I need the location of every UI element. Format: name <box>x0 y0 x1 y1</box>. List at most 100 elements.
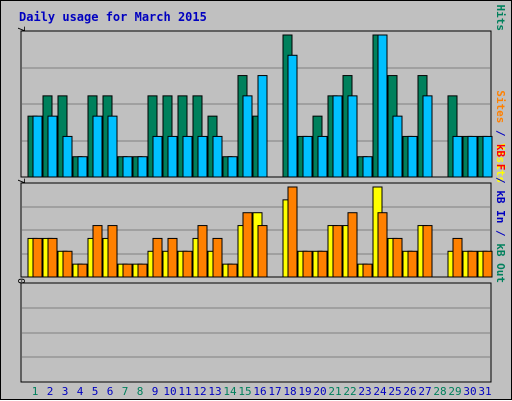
bar-sites-day-13 <box>212 237 223 278</box>
legend-kbytes: kB F / kB In / kB Out <box>494 144 507 283</box>
x-tick-label-day-8: 8 <box>137 385 144 398</box>
bar-files-day-5 <box>92 115 103 178</box>
x-tick-label-day-9: 9 <box>152 385 159 398</box>
bar-files-day-7 <box>122 156 133 178</box>
legend-visits-sites: Sites / Visits <box>494 90 507 183</box>
bar-sites-day-11 <box>182 250 193 278</box>
bar-files-day-19 <box>302 135 313 178</box>
bar-sites-day-8 <box>137 263 148 278</box>
bar-sites-day-14 <box>227 263 238 278</box>
bar-files-day-1 <box>32 115 43 178</box>
x-tick-label-day-6: 6 <box>107 385 114 398</box>
legend-entry: Hits <box>494 5 507 32</box>
bar-sites-day-23 <box>362 263 373 278</box>
legend-entry: kB Out <box>494 243 507 283</box>
bar-files-day-27 <box>422 95 433 178</box>
bar-sites-day-22 <box>347 212 358 278</box>
bar-files-day-15 <box>242 95 253 178</box>
bar-files-day-22 <box>347 95 358 178</box>
x-tick-label-day-27: 27 <box>418 385 431 398</box>
bar-files-day-25 <box>392 115 403 178</box>
bar-sites-day-12 <box>197 225 208 278</box>
bar-sites-day-31 <box>482 250 493 278</box>
bar-files-day-4 <box>77 156 88 178</box>
bar-files-day-3 <box>62 135 73 178</box>
x-tick-label-day-30: 30 <box>463 385 476 398</box>
legend-entry: / <box>494 1 507 5</box>
legend-entry: kB F <box>494 144 507 171</box>
bar-sites-day-3 <box>62 250 73 278</box>
x-tick-label-day-23: 23 <box>358 385 371 398</box>
x-tick-label-day-3: 3 <box>62 385 69 398</box>
x-tick-label-day-18: 18 <box>283 385 296 398</box>
legend-hits-files-pages: Pages / Files / Hits <box>494 1 507 31</box>
bar-sites-day-15 <box>242 212 253 278</box>
bar-sites-day-29 <box>452 237 463 278</box>
x-tick-label-day-4: 4 <box>77 385 84 398</box>
bar-sites-day-26 <box>407 250 418 278</box>
legend-entry: / <box>494 223 507 243</box>
x-tick-label-day-29: 29 <box>448 385 461 398</box>
x-tick-label-day-19: 19 <box>298 385 311 398</box>
bar-files-day-2 <box>47 115 58 178</box>
x-tick-label-day-14: 14 <box>223 385 237 398</box>
x-tick-label-day-22: 22 <box>343 385 356 398</box>
x-tick-label-day-16: 16 <box>253 385 266 398</box>
bar-sites-day-4 <box>77 263 88 278</box>
bar-sites-day-5 <box>92 225 103 278</box>
x-tick-label-day-28: 28 <box>433 385 446 398</box>
x-tick-label-day-20: 20 <box>313 385 326 398</box>
bar-sites-day-27 <box>422 225 433 278</box>
legend-entry: / <box>494 123 507 143</box>
x-tick-label-day-1: 1 <box>32 385 39 398</box>
y-max-label: 7 <box>15 26 26 32</box>
bar-sites-day-25 <box>392 237 403 278</box>
bar-sites-day-30 <box>467 250 478 278</box>
bar-files-day-11 <box>182 135 193 178</box>
x-tick-label-day-17: 17 <box>268 385 281 398</box>
x-tick-label-day-12: 12 <box>193 385 206 398</box>
bar-files-day-18 <box>287 54 298 178</box>
bar-files-day-29 <box>452 135 463 178</box>
bar-sites-day-20 <box>317 250 328 278</box>
bar-files-day-10 <box>167 135 178 178</box>
x-tick-label-day-11: 11 <box>178 385 191 398</box>
x-tick-label-day-5: 5 <box>92 385 99 398</box>
bar-files-day-8 <box>137 156 148 178</box>
bar-files-day-23 <box>362 156 373 178</box>
bar-sites-day-7 <box>122 263 133 278</box>
x-tick-label-day-24: 24 <box>373 385 387 398</box>
legend-entry: kB In <box>494 190 507 223</box>
x-tick-label-day-26: 26 <box>403 385 416 398</box>
bar-files-day-14 <box>227 156 238 178</box>
y-max-label: 7 <box>15 178 26 184</box>
bar-sites-day-10 <box>167 237 178 278</box>
bar-files-day-20 <box>317 135 328 178</box>
bar-files-day-30 <box>467 135 478 178</box>
legend-entry: Sites <box>494 90 507 123</box>
bar-files-day-24 <box>377 34 388 178</box>
x-tick-label-day-2: 2 <box>47 385 54 398</box>
bar-sites-day-18 <box>287 186 298 278</box>
y-max-label: 0 <box>15 278 26 284</box>
bar-files-day-13 <box>212 135 223 178</box>
x-tick-label-day-21: 21 <box>328 385 341 398</box>
legend-entry: Visits <box>494 143 507 183</box>
bar-files-day-21 <box>332 95 343 178</box>
bar-sites-day-9 <box>152 237 163 278</box>
bar-sites-day-19 <box>302 250 313 278</box>
bar-sites-day-16 <box>257 225 268 278</box>
bar-files-day-31 <box>482 135 493 178</box>
x-tick-label-day-10: 10 <box>163 385 176 398</box>
bar-sites-day-24 <box>377 212 388 278</box>
bar-files-day-9 <box>152 135 163 178</box>
x-tick-label-day-7: 7 <box>122 385 129 398</box>
x-tick-label-day-25: 25 <box>388 385 401 398</box>
bar-sites-day-21 <box>332 225 343 278</box>
legend-entry: / <box>494 170 507 190</box>
bar-sites-day-2 <box>47 237 58 278</box>
bar-sites-day-1 <box>32 237 43 278</box>
bar-sites-day-6 <box>107 225 118 278</box>
